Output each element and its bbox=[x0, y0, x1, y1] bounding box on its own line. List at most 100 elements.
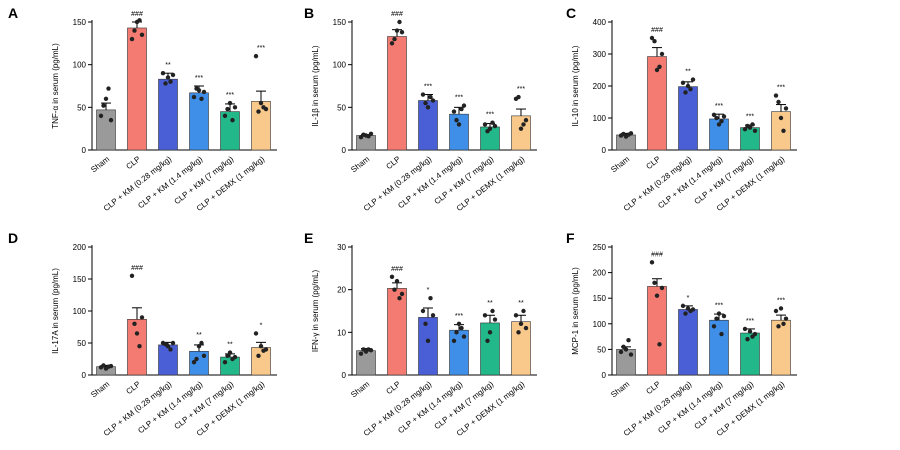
data-point bbox=[711, 112, 717, 118]
data-point bbox=[783, 106, 789, 111]
data-point bbox=[191, 360, 197, 365]
y-axis-label: IL-10 in serum (pg/mL) bbox=[571, 45, 580, 126]
data-point bbox=[487, 126, 493, 131]
data-point bbox=[459, 106, 464, 112]
data-point bbox=[397, 296, 402, 301]
bar-2 bbox=[127, 319, 147, 376]
data-point bbox=[222, 113, 228, 119]
y-tick-label: 150 bbox=[73, 275, 87, 284]
data-point bbox=[199, 340, 204, 346]
data-point bbox=[258, 100, 264, 106]
data-point bbox=[430, 98, 436, 103]
category-label: Sham bbox=[89, 379, 111, 399]
panel-letter: D bbox=[8, 230, 18, 246]
panel-letter: C bbox=[566, 5, 576, 21]
y-axis-label: MCP-1 in serum (pg/mL) bbox=[571, 267, 580, 355]
data-point bbox=[680, 303, 686, 309]
data-point bbox=[163, 81, 168, 86]
category-label: CLP bbox=[644, 154, 662, 171]
bar-2 bbox=[647, 286, 667, 376]
bar-5 bbox=[220, 111, 240, 151]
data-point bbox=[513, 313, 519, 318]
bar-5 bbox=[740, 332, 760, 376]
data-point bbox=[778, 115, 784, 121]
significance-marker: ### bbox=[391, 266, 403, 273]
y-tick-label: 0 bbox=[342, 371, 347, 380]
data-point bbox=[191, 94, 197, 100]
significance-marker: ** bbox=[196, 332, 202, 339]
data-point bbox=[456, 321, 462, 326]
data-point bbox=[516, 94, 521, 100]
bar-3 bbox=[158, 78, 178, 151]
bar-2 bbox=[387, 288, 407, 376]
y-tick-label: 150 bbox=[73, 18, 87, 27]
category-label: Sham bbox=[349, 154, 371, 174]
data-point bbox=[256, 109, 261, 114]
data-point bbox=[750, 122, 755, 127]
data-point bbox=[745, 336, 750, 342]
data-point bbox=[225, 353, 230, 358]
data-point bbox=[652, 280, 657, 286]
category-label: Sham bbox=[89, 154, 111, 174]
data-point bbox=[683, 311, 688, 316]
bar-2 bbox=[387, 36, 407, 151]
y-tick-label: 50 bbox=[77, 339, 86, 348]
y-tick-label: 50 bbox=[77, 103, 86, 112]
data-point bbox=[518, 321, 524, 326]
significance-marker: *** bbox=[424, 84, 432, 91]
data-point bbox=[258, 344, 264, 349]
significance-marker: * bbox=[687, 295, 690, 302]
data-point bbox=[101, 363, 106, 368]
data-point bbox=[714, 115, 719, 121]
y-tick-label: 10 bbox=[337, 328, 346, 337]
y-tick-label: 250 bbox=[593, 243, 607, 252]
data-point bbox=[454, 117, 459, 123]
data-point bbox=[358, 351, 364, 356]
data-point bbox=[196, 344, 202, 349]
bar-6 bbox=[771, 319, 791, 376]
data-point bbox=[420, 308, 426, 314]
data-point bbox=[752, 331, 758, 337]
y-tick-label: 100 bbox=[593, 320, 607, 329]
data-point bbox=[783, 316, 789, 321]
data-point bbox=[521, 308, 526, 314]
significance-marker: *** bbox=[517, 86, 525, 93]
significance-marker: *** bbox=[777, 297, 785, 304]
y-tick-label: 200 bbox=[73, 243, 87, 252]
data-point bbox=[487, 330, 493, 335]
y-tick-label: 150 bbox=[593, 294, 607, 303]
data-point bbox=[428, 94, 433, 100]
data-point bbox=[201, 89, 207, 95]
panel-letter: F bbox=[566, 230, 575, 246]
y-tick-label: 20 bbox=[337, 286, 346, 295]
data-point bbox=[690, 307, 696, 312]
data-point bbox=[98, 113, 104, 119]
data-point bbox=[199, 96, 204, 102]
significance-marker: *** bbox=[486, 112, 494, 119]
y-tick-label: 200 bbox=[593, 269, 607, 278]
data-point bbox=[134, 331, 140, 336]
data-point bbox=[659, 285, 665, 291]
data-point bbox=[773, 93, 779, 98]
data-point bbox=[368, 131, 374, 136]
data-point bbox=[680, 80, 686, 86]
chart-panel-e: E 0 10 20 30 IFN-γ in serum (pg/mL) Sham ### CLP… bbox=[304, 230, 537, 438]
y-tick-label: 100 bbox=[73, 61, 87, 70]
data-point bbox=[227, 350, 233, 355]
data-point bbox=[781, 321, 786, 326]
significance-marker: ** bbox=[165, 62, 171, 69]
significance-marker: *** bbox=[226, 92, 234, 99]
data-point bbox=[456, 122, 462, 127]
data-point bbox=[492, 317, 498, 322]
panel-letter: A bbox=[8, 5, 18, 21]
significance-marker: ** bbox=[487, 300, 493, 307]
y-axis-label: IL-1β in serum (pg/mL) bbox=[311, 45, 320, 126]
data-point bbox=[747, 329, 753, 334]
significance-marker: *** bbox=[257, 45, 265, 52]
y-axis-label: IFN-γ in serum (pg/mL) bbox=[311, 270, 320, 353]
category-label: CLP bbox=[124, 154, 142, 171]
significance-marker: *** bbox=[746, 318, 754, 325]
data-point bbox=[482, 122, 488, 127]
data-point bbox=[392, 36, 397, 42]
data-point bbox=[425, 105, 431, 110]
